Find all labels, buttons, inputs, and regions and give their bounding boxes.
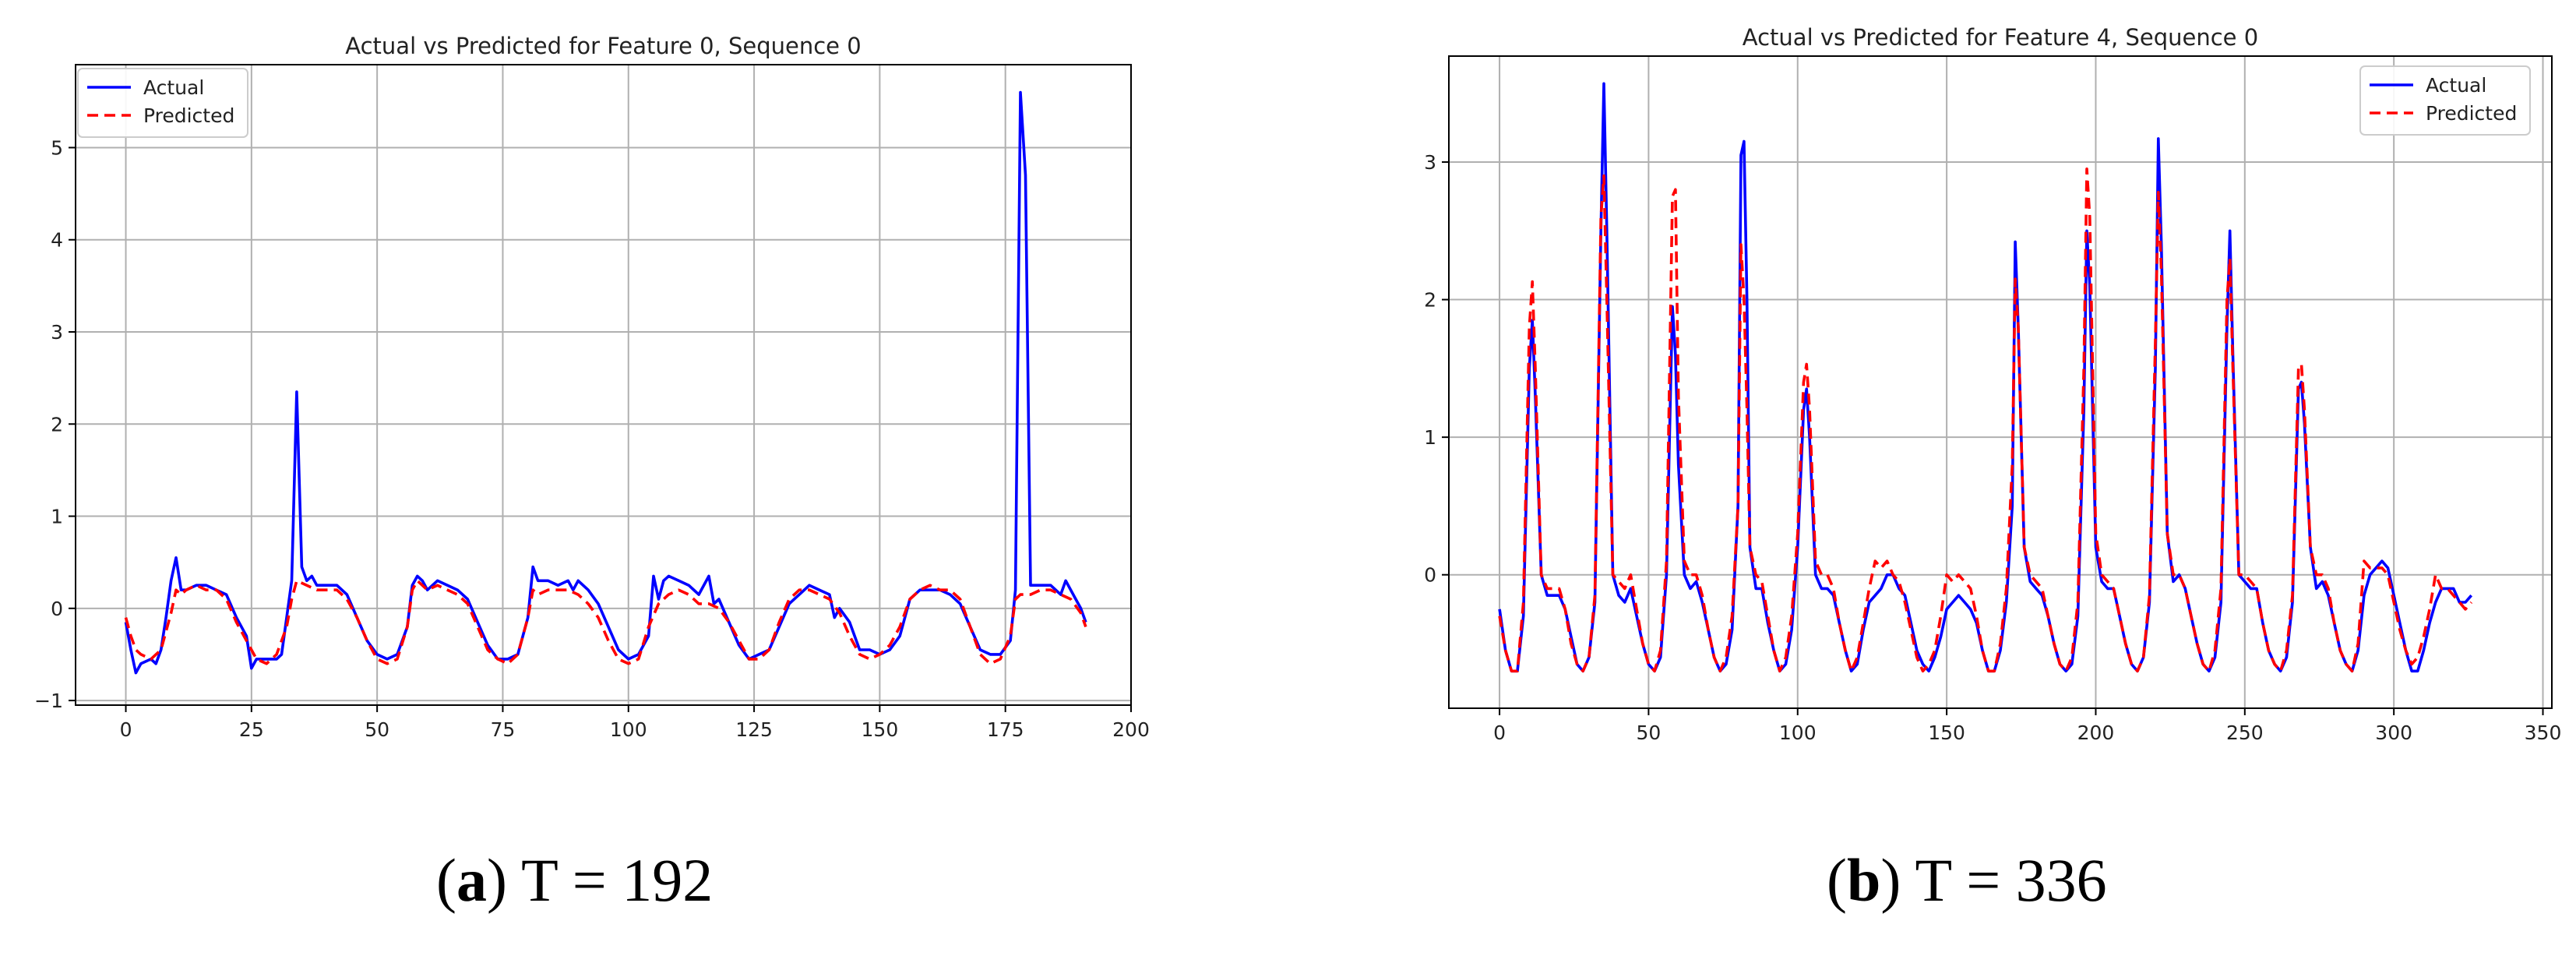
y-tick-label: 4 (51, 229, 63, 252)
legend: Actual Predicted (2359, 65, 2531, 136)
y-tick-label: 0 (1424, 564, 1436, 587)
series-line-actual (124, 90, 1087, 675)
y-tick-label: 1 (51, 506, 63, 528)
series-line-actual (1498, 82, 2473, 673)
y-tick-label: 2 (51, 413, 63, 436)
x-tick-label: 75 (491, 718, 516, 741)
x-tick-label: 0 (120, 718, 132, 741)
series-line-predicted (1498, 168, 2473, 673)
x-tick-label: 25 (239, 718, 264, 741)
x-tick-label: 200 (1112, 718, 1150, 741)
x-tick-label: 100 (1779, 721, 1817, 744)
legend-label-predicted: Predicted (2426, 102, 2517, 125)
chart-panel-b: Actual vs Predicted for Feature 4, Seque… (1424, 24, 2561, 744)
x-tick-label: 150 (1928, 721, 1965, 744)
y-tick-label: 3 (1424, 151, 1436, 174)
caption-b: (b) T = 336 (1827, 846, 2107, 914)
legend-label-actual: Actual (2426, 74, 2486, 97)
y-tick-label: 3 (51, 321, 63, 344)
axes-frame (75, 64, 1132, 706)
chart-panel-a: Actual vs Predicted for Feature 0, Seque… (34, 33, 1150, 741)
series-line-predicted (124, 579, 1087, 665)
x-tick-label: 250 (2226, 721, 2264, 744)
x-tick-label: 175 (987, 718, 1024, 741)
x-tick-label: 0 (1493, 721, 1506, 744)
caption-a-text: T = 192 (521, 846, 714, 914)
caption-b-text: T = 336 (1915, 846, 2107, 914)
legend-label-actual: Actual (143, 76, 204, 99)
x-tick-label: 100 (610, 718, 647, 741)
legend-box (77, 68, 248, 138)
chart-title: Actual vs Predicted for Feature 4, Seque… (1743, 24, 2258, 51)
caption-b-letter: b (1846, 846, 1881, 914)
x-tick-label: 200 (2077, 721, 2115, 744)
x-tick-label: 350 (2525, 721, 2562, 744)
caption-a: (a) T = 192 (436, 846, 714, 914)
legend-label-predicted: Predicted (143, 104, 234, 127)
legend-box (2359, 65, 2531, 136)
y-tick-label: −1 (34, 690, 63, 712)
x-tick-label: 125 (735, 718, 773, 741)
x-tick-label: 300 (2375, 721, 2412, 744)
legend: Actual Predicted (77, 68, 248, 138)
caption-a-letter: a (456, 846, 487, 914)
chart-title: Actual vs Predicted for Feature 0, Seque… (345, 33, 861, 59)
y-tick-label: 2 (1424, 289, 1436, 312)
y-tick-label: 0 (51, 598, 63, 620)
x-tick-label: 150 (862, 718, 899, 741)
y-tick-label: 1 (1424, 426, 1436, 449)
x-tick-label: 50 (1637, 721, 1662, 744)
x-tick-label: 50 (365, 718, 389, 741)
axes-frame (1448, 55, 2553, 709)
y-tick-label: 5 (51, 136, 63, 159)
